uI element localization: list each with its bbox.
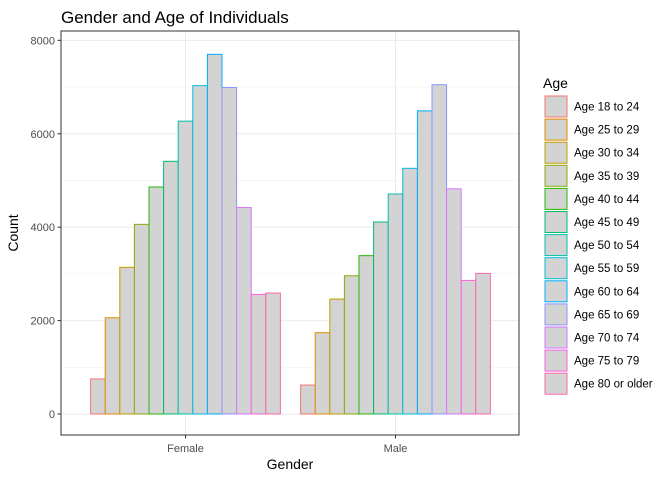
legend-key [544,303,568,326]
bar-female-10 [221,87,238,415]
legend-title: Age [543,75,568,91]
legend-key [544,257,568,280]
y-tick-label: 0 [49,409,55,421]
legend-key [544,118,568,141]
panel-border [60,30,520,436]
legend-key [544,95,568,118]
bar-female-3 [119,266,135,415]
bar-female-13 [265,292,281,415]
y-tick-label: 6000 [31,129,55,141]
bar-male-6 [373,221,389,415]
bar-female-7 [177,120,194,415]
legend-key [544,280,568,303]
bar-female-5 [148,186,165,415]
legend-label: Age 45 to 49 [574,217,639,229]
bar-male-4 [343,275,360,415]
legend-key [544,141,568,164]
legend-label: Age 18 to 24 [574,102,640,114]
legend-label: Age 75 to 79 [574,356,639,368]
y-tick-label: 4000 [31,222,55,234]
bar-male-7 [387,193,404,415]
bar-male-9 [416,110,433,415]
legend-label: Age 25 to 29 [574,125,639,137]
legend-label: Age 60 to 64 [574,286,640,298]
y-axis-title: Count [5,214,21,251]
y-axis: 0 2000 4000 6000 8000 [31,35,61,421]
x-axis: Female Male [167,435,407,455]
bar-female-6 [163,160,179,415]
bar-male-8 [402,167,418,415]
plot-panel [60,30,520,436]
bar-male-5 [358,255,375,415]
bar-female-9 [206,53,223,415]
bar-female-1 [90,378,106,415]
legend-label: Age 30 to 34 [574,148,640,160]
y-tick-label: 2000 [31,316,55,328]
legend-items: Age 18 to 24 Age 25 to 29 Age 30 to 34 Age … [544,95,653,395]
chart-title: Gender and Age of Individuals [61,8,289,27]
x-axis-title: Gender [267,456,314,472]
bar-male-10 [431,84,448,415]
bar-female-4 [133,223,150,415]
legend-label: Age 50 to 54 [574,240,640,252]
bar-male-12 [460,279,477,415]
bar-male-11 [446,188,462,415]
bar-female-11 [236,207,252,415]
bar-male-2 [314,332,331,415]
legend-key [544,187,568,210]
legend-key [544,164,568,187]
legend-key [544,349,568,372]
legend-label: Age 70 to 74 [574,333,640,345]
legend-label: Age 65 to 69 [574,309,639,321]
bar-male-1 [300,384,316,415]
legend-key [544,372,568,395]
legend: Age Age 18 to 24 Age 25 to 29 Age 30 to 34… [543,75,653,395]
legend-label: Age 80 or older [574,379,653,391]
bar-female-12 [250,293,267,415]
y-tick-label: 8000 [31,35,55,47]
legend-key [544,211,568,233]
x-tick-label: Female [167,443,204,455]
legend-label: Age 40 to 44 [574,194,640,206]
bar-female-8 [192,85,208,415]
bars-group [90,53,491,415]
bar-male-3 [329,298,345,415]
legend-key [544,234,568,257]
legend-label: Age 35 to 39 [574,171,639,183]
bar-male-13 [475,272,491,415]
bar-female-2 [104,317,121,415]
legend-label: Age 55 to 59 [574,263,639,275]
x-tick-label: Male [384,443,408,455]
legend-key [544,326,568,349]
